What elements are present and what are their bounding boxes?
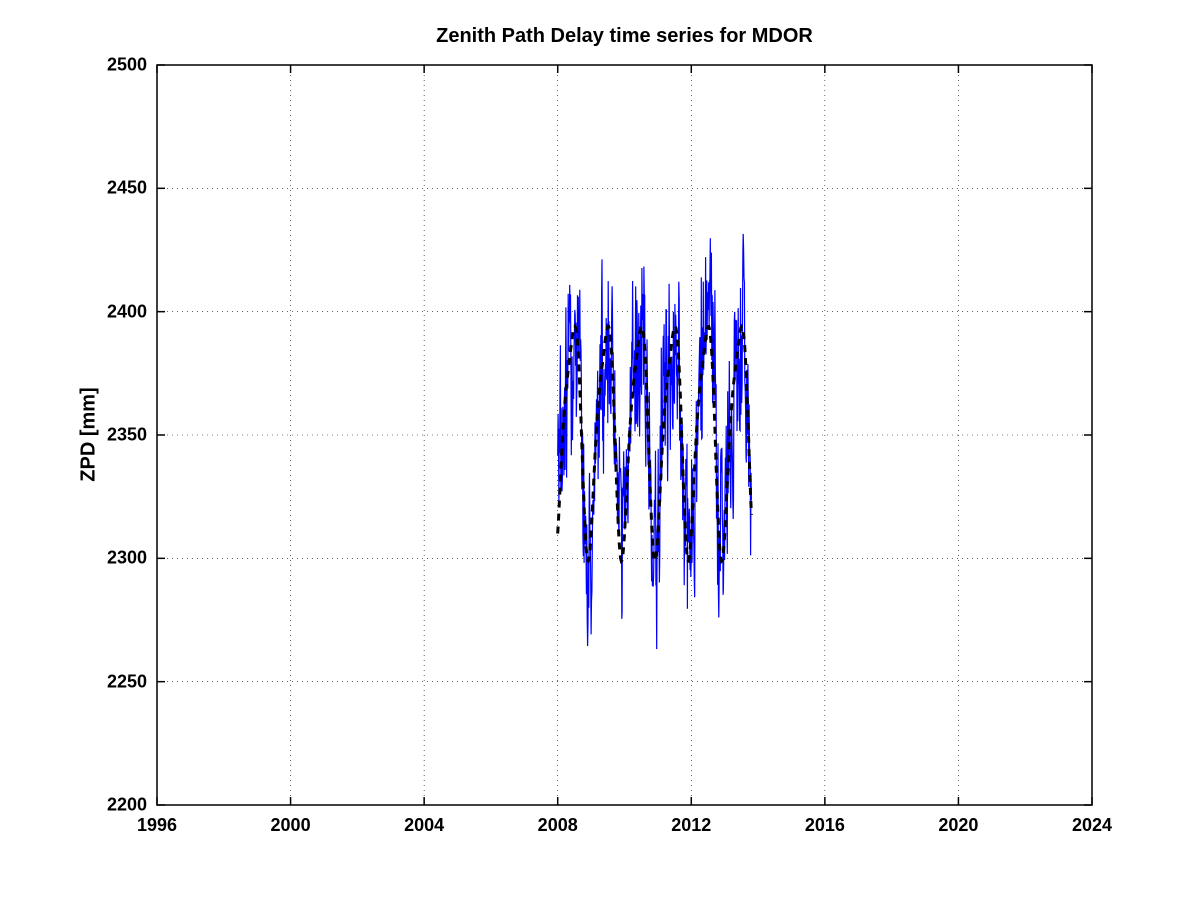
plot-svg <box>0 0 1201 901</box>
chart-container: Zenith Path Delay time series for MDOR Z… <box>0 0 1201 901</box>
ytick-label: 2250 <box>97 671 147 692</box>
ytick-label: 2500 <box>97 55 147 76</box>
xtick-label: 2012 <box>671 815 711 836</box>
ytick-label: 2400 <box>97 301 147 322</box>
ytick-label: 2200 <box>97 795 147 816</box>
xtick-label: 1996 <box>137 815 177 836</box>
xtick-label: 2008 <box>538 815 578 836</box>
ytick-label: 2300 <box>97 548 147 569</box>
xtick-label: 2004 <box>404 815 444 836</box>
xtick-label: 2024 <box>1072 815 1112 836</box>
xtick-label: 2016 <box>805 815 845 836</box>
ytick-label: 2450 <box>97 178 147 199</box>
xtick-label: 2000 <box>271 815 311 836</box>
xtick-label: 2020 <box>938 815 978 836</box>
ytick-label: 2350 <box>97 425 147 446</box>
